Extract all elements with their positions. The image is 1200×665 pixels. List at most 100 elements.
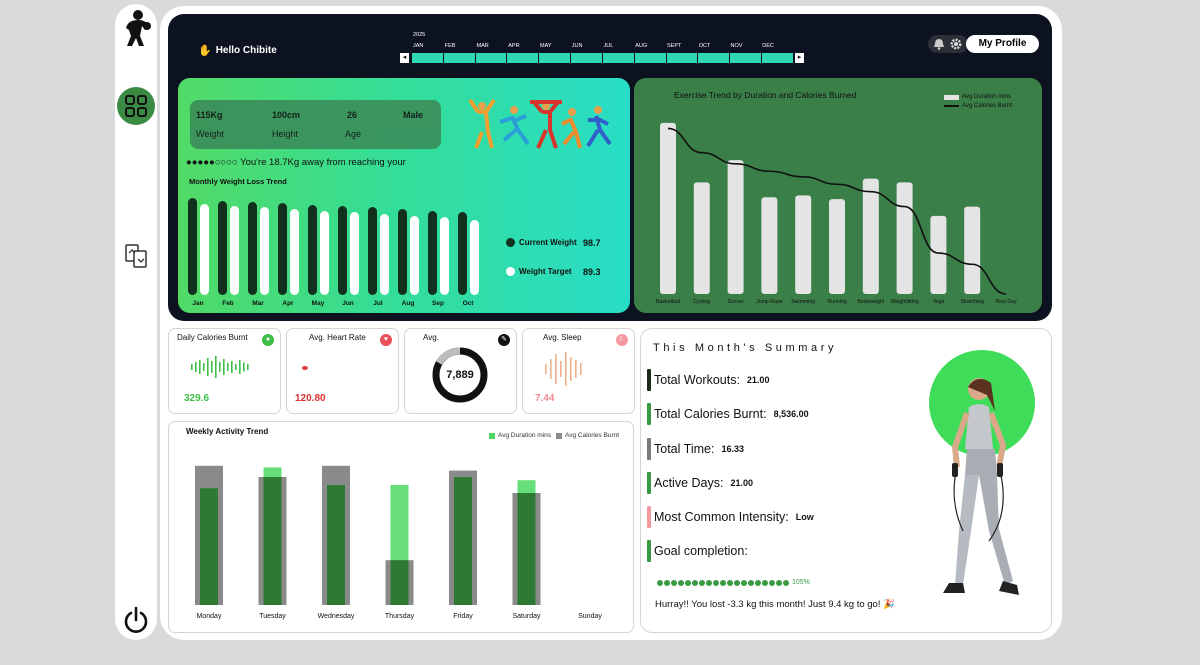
exercise-category-label: Jump Rope [756, 299, 783, 305]
workout-log-button[interactable] [118, 238, 154, 274]
weight-month-label: Aug [401, 300, 415, 307]
goal-progress: ●●●●●○○○○ You're 18.7Kg away from reachi… [186, 157, 406, 168]
weight-card: 115Kg Weight 100cm Height 26 Age Male ●●… [178, 78, 630, 313]
sleep-card: Avg. Sleep ☾ 7.44 [522, 328, 635, 414]
exercise-category-label: Rest Day [995, 299, 1017, 305]
dashboard-button[interactable] [117, 87, 155, 125]
waveform-bar [231, 361, 233, 373]
exercise-duration-bar [693, 182, 710, 294]
exercise-duration-bar [930, 215, 947, 294]
waveform-bar [560, 361, 562, 377]
month-label[interactable]: APR [508, 43, 520, 49]
month-segment[interactable] [762, 53, 793, 63]
athletes-illustration [468, 98, 612, 149]
heart-rate-mark [302, 366, 308, 370]
month-segment[interactable] [666, 53, 698, 63]
monthly-summary-card: This Month's Summary Total Workouts: 21.0… [640, 328, 1052, 633]
month-label[interactable]: MAR [476, 43, 489, 49]
fitness-model-illustration [943, 378, 1019, 595]
my-profile-button[interactable]: My Profile [966, 35, 1039, 53]
exercise-duration-bar [761, 197, 778, 294]
current-weight-bar [368, 207, 377, 295]
month-segment[interactable] [730, 53, 762, 63]
month-label[interactable]: JUL [603, 43, 614, 49]
weekday-label: Thursday [385, 613, 415, 620]
month-segment[interactable] [443, 53, 475, 63]
month-segment[interactable] [634, 53, 666, 63]
summary-row-value: 21.00 [730, 478, 753, 488]
current-weight-bar [218, 200, 227, 295]
avatar[interactable] [116, 6, 156, 50]
goal-dot [762, 579, 768, 586]
current-weight-bar [278, 203, 287, 295]
weight-month-label: Sep [432, 300, 444, 307]
exercise-duration-bar [964, 206, 981, 294]
waveform-bar [565, 352, 567, 386]
month-segment[interactable] [412, 53, 443, 63]
month-label[interactable]: MAY [540, 43, 552, 49]
month-label[interactable]: NOV [730, 43, 743, 49]
month-segment[interactable] [602, 53, 634, 63]
calories-line-icon [944, 105, 959, 107]
month-label[interactable]: OCT [698, 43, 711, 49]
goal-dot [783, 579, 789, 586]
waveform-bar [195, 362, 197, 372]
exercise-duration-bar [660, 122, 676, 294]
month-label[interactable]: DEC [762, 43, 774, 49]
month-segment[interactable] [475, 53, 507, 63]
waveform-bar [243, 362, 245, 372]
month-segment[interactable] [698, 53, 730, 63]
year-label: 2025 [413, 32, 426, 38]
waveform-bar [545, 364, 547, 374]
summary-row-marker [647, 540, 651, 562]
weekly-overlap-bar [517, 493, 536, 605]
month-timeline[interactable] [412, 53, 793, 63]
calories-trend-line [667, 127, 1007, 295]
exercise-category-label: Swimming [791, 299, 815, 305]
target-weight-bar [350, 212, 359, 295]
heart-rate-value: 120.80 [295, 393, 326, 404]
next-month-button[interactable]: ▸ [795, 53, 804, 63]
gear-icon[interactable] [949, 37, 963, 51]
month-segment[interactable] [539, 53, 571, 63]
exercise-duration-bar [727, 160, 744, 294]
weight-value: 115Kg [196, 110, 223, 120]
sleep-title: Avg. Sleep [543, 333, 582, 342]
month-label[interactable]: JUN [571, 43, 583, 49]
weight-month-label: Apr [282, 300, 294, 307]
weight-trend-title: Monthly Weight Loss Trend [189, 177, 287, 186]
month-label[interactable]: JAN [413, 43, 424, 49]
header-icons [928, 35, 968, 53]
exercise-trend-chart: Basketball Cycling Soccer Jump Rope Swimming… [656, 122, 1017, 305]
sleep-waveform [545, 352, 582, 386]
weight-target-label: Weight Target [519, 267, 572, 276]
waveform-bar [580, 363, 582, 375]
grid-icon [125, 95, 147, 117]
gender-value: Male [403, 110, 424, 120]
power-button[interactable] [118, 602, 154, 638]
calories-value: 329.6 [184, 393, 210, 404]
goal-dot [671, 579, 677, 586]
month-label[interactable]: FEB [444, 43, 456, 49]
weekday-label: Saturday [512, 613, 541, 620]
heart-rate-title: Avg. Heart Rate [309, 333, 366, 342]
month-segment[interactable] [507, 53, 539, 63]
target-weight-bar [290, 208, 299, 295]
month-segment[interactable] [571, 53, 602, 63]
summary-row-value: 16.33 [721, 444, 744, 454]
weight-month-label: Jan [192, 300, 204, 307]
waveform-bar [555, 354, 557, 384]
bell-icon[interactable] [933, 38, 945, 50]
waveform-bar [550, 359, 552, 379]
average-donut [432, 347, 488, 403]
heart-icon: ♥ [380, 334, 392, 346]
prev-month-button[interactable]: ◂ [400, 53, 409, 63]
summary-row: Goal completion: [647, 540, 748, 562]
summary-row-value: 8,536.00 [773, 409, 809, 419]
month-label[interactable]: AUG [635, 43, 648, 49]
target-weight-bar [320, 210, 329, 295]
goal-dot [776, 579, 782, 586]
target-weight-bar [260, 207, 269, 295]
month-label[interactable]: SEPT [667, 43, 682, 49]
waveform-bar [570, 357, 572, 381]
